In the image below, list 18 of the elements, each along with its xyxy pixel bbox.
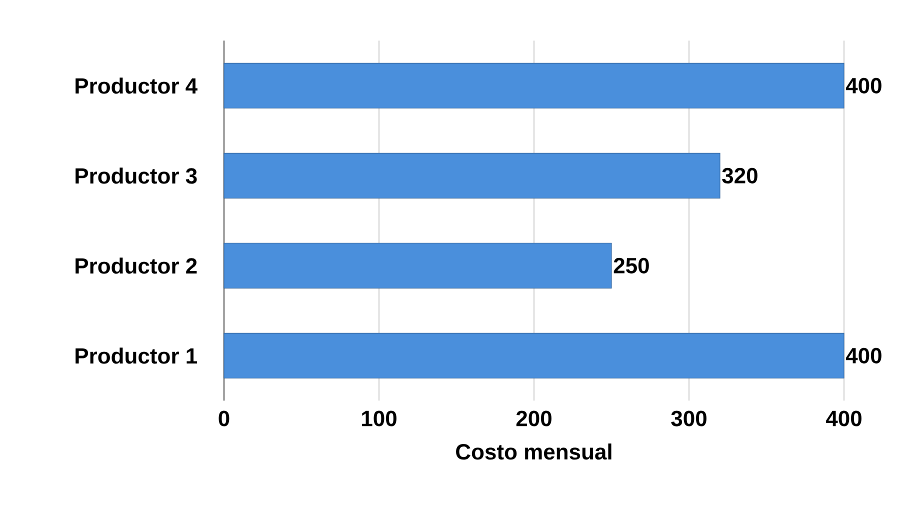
- x-tick-label: 0: [218, 410, 230, 426]
- data-label: 400: [846, 78, 882, 94]
- data-label: 250: [614, 258, 649, 274]
- x-tick-label: 200: [516, 410, 552, 426]
- y-tick-label: Productor 3: [76, 168, 197, 184]
- bar: [224, 242, 612, 288]
- data-label: 400: [846, 348, 882, 364]
- x-tick-label: 400: [826, 410, 862, 426]
- bar: [224, 62, 844, 108]
- y-tick-label: Productor 4: [76, 78, 198, 94]
- y-tick-label: Productor 1: [76, 348, 197, 364]
- x-axis-title: Costo mensual: [456, 443, 612, 460]
- data-label: 320: [722, 168, 758, 184]
- x-tick-label: 100: [362, 410, 396, 426]
- bar: [224, 152, 720, 198]
- bar: [224, 332, 844, 378]
- y-tick-label: Productor 2: [76, 258, 197, 274]
- x-tick-label: 300: [671, 410, 706, 426]
